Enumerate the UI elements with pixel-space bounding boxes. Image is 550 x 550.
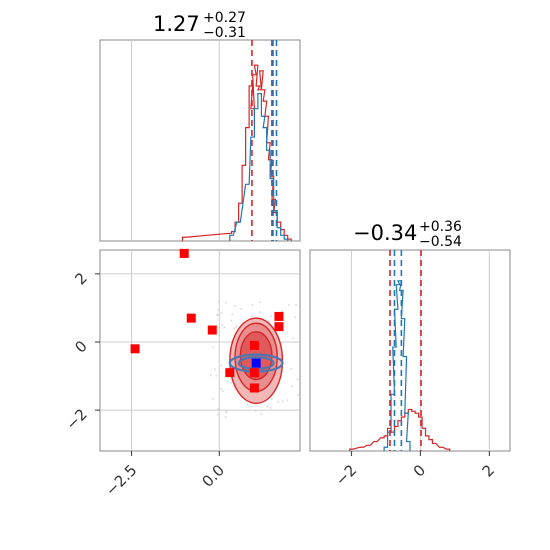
joint-ytick-label: 2	[71, 269, 90, 288]
panel-hist-1	[99, 39, 301, 242]
joint-red-marker	[274, 322, 284, 332]
joint-red-marker	[186, 313, 196, 323]
title-param-1-value: 1.27	[153, 12, 200, 36]
joint-sample-point	[269, 315, 272, 318]
joint-sample-point	[250, 405, 253, 408]
title-param-2-minus: −0.54	[419, 234, 462, 250]
title-param-2: −0.34 +0.36 −0.54	[353, 219, 462, 250]
joint-sample-point	[233, 305, 236, 308]
title-param-2-plus: +0.36	[419, 219, 462, 235]
joint-xtick-label: 0.0	[199, 461, 229, 491]
hist-1-series-1	[229, 92, 289, 241]
joint-sample-point	[215, 374, 218, 377]
joint-sample-point	[212, 346, 215, 349]
hist-2-series-0	[349, 408, 451, 451]
joint-sample-point	[216, 413, 219, 416]
joint-sample-point	[213, 368, 216, 371]
joint-sample-point	[230, 381, 233, 384]
joint-sample-point	[259, 301, 262, 304]
joint-red-marker	[274, 311, 284, 321]
joint-sample-point	[221, 390, 224, 393]
joint-sample-point	[267, 319, 270, 322]
title-param-1-minus: −0.31	[203, 25, 246, 41]
joint-sample-point	[240, 308, 243, 311]
panel-hist-2-frame	[309, 249, 511, 452]
joint-sample-point	[224, 411, 227, 414]
joint-red-marker	[130, 344, 140, 354]
joint-sample-point	[258, 310, 261, 313]
joint-sample-point	[216, 308, 219, 311]
joint-red-marker	[179, 248, 189, 258]
joint-sample-point	[216, 313, 219, 316]
panel-hist-2: −2 0 2	[309, 249, 511, 489]
joint-sample-point	[211, 398, 214, 401]
joint-sample-point	[223, 326, 226, 329]
joint-sample-point	[270, 397, 273, 400]
hist-2-series-1	[383, 280, 411, 451]
joint-sample-point	[296, 394, 299, 397]
joint-sample-point	[251, 314, 254, 317]
joint-sample-point	[210, 374, 213, 377]
panel-hist-2-ticks: −2 0 2	[332, 451, 498, 489]
joint-sample-point	[281, 309, 284, 312]
joint-red-marker	[225, 368, 235, 378]
joint-sample-point	[266, 405, 269, 408]
panel-hist-1-frame	[99, 39, 301, 242]
joint-red-marker	[249, 368, 259, 378]
hist-2-xtick-label: −2	[332, 461, 360, 489]
joint-sample-point	[295, 303, 298, 306]
joint-sample-point	[254, 409, 257, 412]
joint-sample-point	[217, 301, 220, 304]
joint-red-marker	[249, 383, 259, 393]
joint-sample-point	[269, 407, 272, 410]
joint-sample-point	[233, 388, 236, 391]
joint-sample-point	[246, 403, 249, 406]
panel-joint: −2.5 0.0 2 0 −2	[62, 248, 301, 500]
joint-sample-point	[294, 316, 297, 319]
joint-sample-point	[231, 313, 234, 316]
hist-2-xtick-label: 0	[410, 461, 429, 480]
joint-sample-point	[287, 303, 290, 306]
joint-sample-point	[251, 303, 254, 306]
joint-red-marker	[249, 340, 259, 350]
panel-joint-points	[130, 248, 284, 393]
joint-ytick-label: −2	[62, 405, 90, 433]
joint-blue-marker	[251, 358, 261, 368]
panel-hist-2-vlines	[389, 250, 422, 451]
title-param-1-plus: +0.27	[203, 10, 246, 26]
joint-sample-point	[260, 413, 263, 416]
joint-sample-point	[277, 400, 280, 403]
joint-sample-point	[291, 385, 294, 388]
joint-sample-point	[217, 408, 220, 411]
joint-sample-point	[220, 311, 223, 314]
title-param-2-value: −0.34	[353, 221, 417, 245]
joint-sample-point	[220, 364, 223, 367]
title-param-1: 1.27 +0.27 −0.31	[153, 10, 246, 41]
joint-sample-point	[290, 367, 293, 370]
joint-sample-point	[226, 380, 229, 383]
joint-sample-point	[292, 337, 295, 340]
joint-sample-point	[234, 327, 237, 330]
joint-sample-point	[220, 387, 223, 390]
joint-ytick-label: 0	[71, 337, 90, 356]
joint-sample-point	[286, 399, 289, 402]
panel-hist-2-series	[349, 280, 451, 451]
joint-sample-point	[220, 324, 223, 327]
panel-hist-1-vlines	[251, 40, 278, 241]
joint-red-marker	[207, 325, 217, 335]
joint-sample-point	[230, 319, 233, 322]
joint-sample-point	[281, 400, 284, 403]
hist-2-xtick-label: 2	[479, 461, 498, 480]
joint-sample-point	[224, 415, 227, 418]
joint-sample-point	[296, 378, 299, 381]
joint-xtick-label: −2.5	[102, 461, 140, 499]
joint-sample-point	[235, 325, 238, 328]
panel-hist-1-grid	[131, 40, 220, 241]
joint-sample-point	[225, 301, 228, 304]
